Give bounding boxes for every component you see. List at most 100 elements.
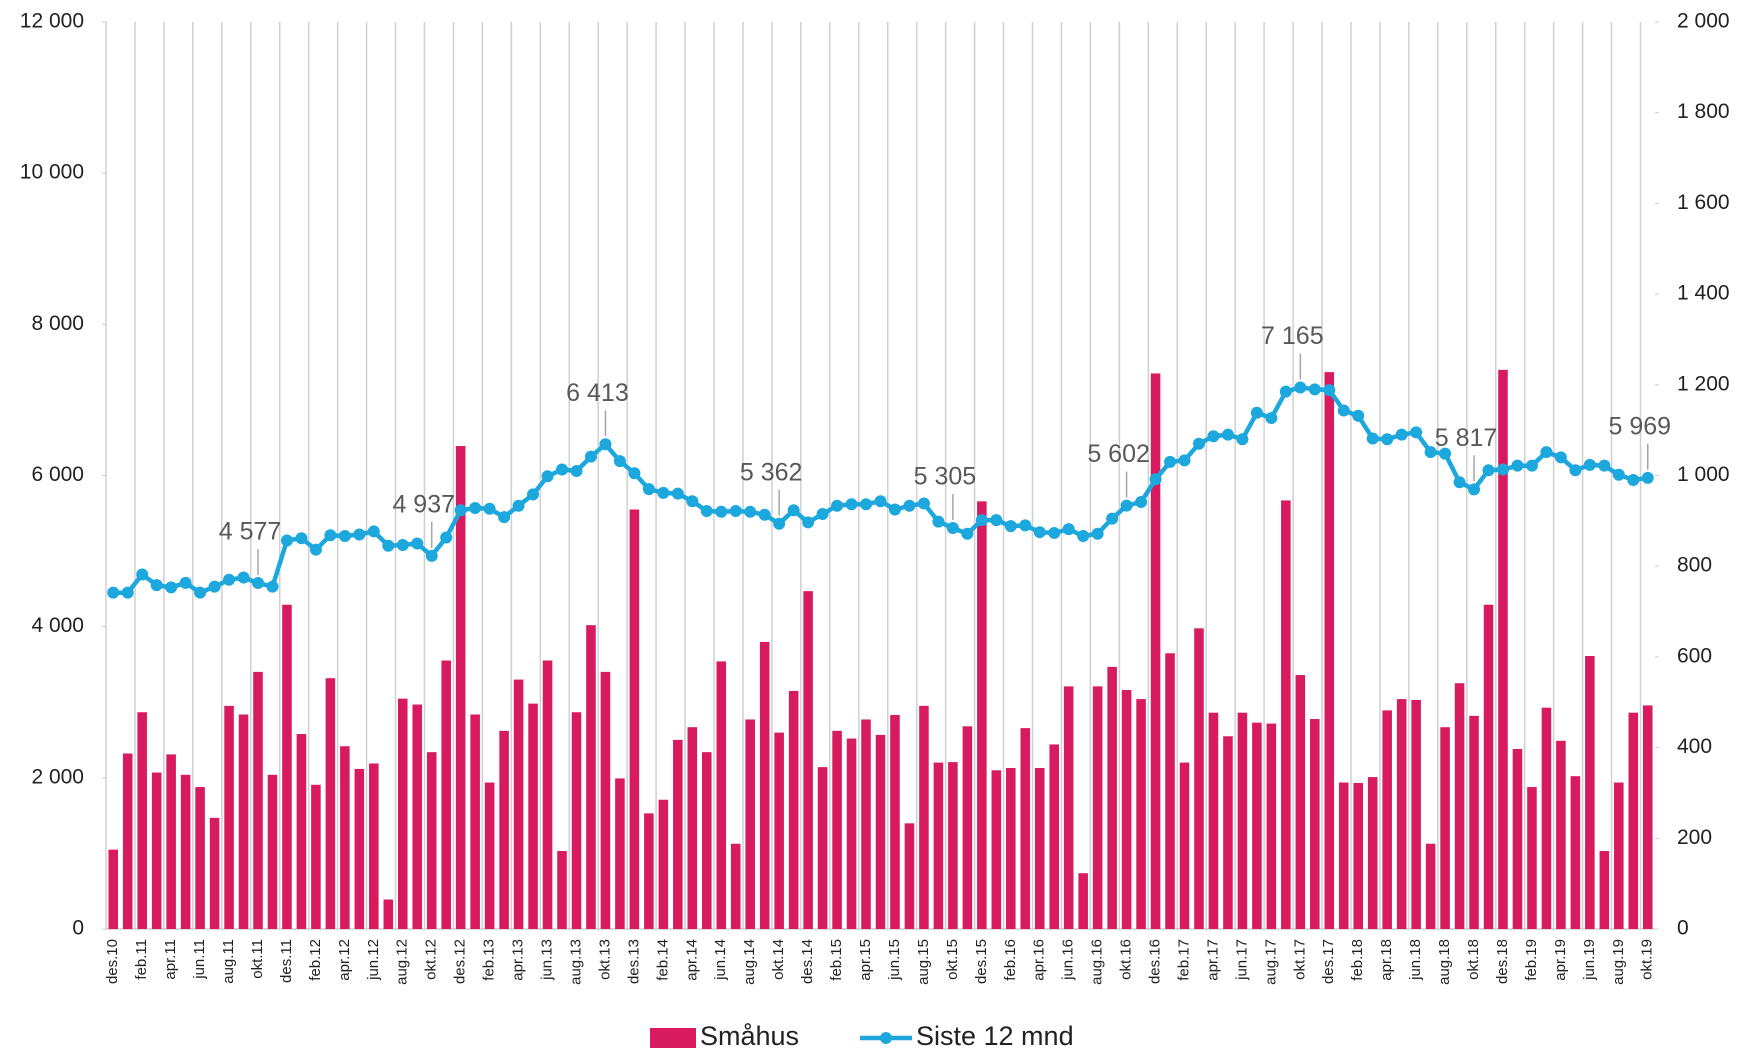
bar [325,678,336,929]
bar [1324,372,1335,929]
line-marker [1062,523,1075,536]
line-marker [642,483,655,496]
line-marker [1294,381,1307,394]
y2-tick-label: 400 [1677,735,1712,758]
line-marker [252,577,265,590]
bar [658,799,669,929]
line-marker [150,579,163,592]
line-marker [1583,458,1596,471]
line-marker [1004,520,1017,533]
bar [1440,727,1450,929]
bar [571,712,582,929]
bar [1281,500,1291,929]
line [113,385,1649,596]
legend-swatch [650,1028,696,1048]
x-tick-label: des.16 [1147,939,1164,984]
bar [933,762,944,929]
line-marker [1149,473,1162,486]
line-marker [1439,447,1452,460]
y2-tick-label: 1 000 [1677,463,1730,486]
x-tick-label: okt.19 [1639,939,1656,980]
line-marker [1395,428,1408,441]
line-marker [961,527,974,540]
x-tick-label: aug.11 [220,939,237,984]
bar [1642,705,1653,929]
bar [948,762,958,929]
line-marker [975,514,988,527]
x-tick-label: feb.18 [1349,939,1366,981]
bar [1020,728,1031,929]
bar [702,752,712,929]
y2-tick-label: 0 [1677,917,1689,940]
line-marker [903,499,916,512]
bar [1078,873,1088,929]
bar [977,501,987,929]
x-tick-label: feb.14 [654,939,671,981]
line-marker [469,502,482,515]
x-tick-label: apr.13 [510,939,527,981]
x-tick-label: feb.19 [1523,939,1540,981]
bar [1541,707,1552,929]
bar [354,768,365,929]
bar [296,733,307,929]
y-tick-label: 8 000 [31,312,84,335]
line-marker [353,528,366,541]
line-marker [1453,476,1466,489]
x-tick-label: aug.15 [915,939,932,985]
x-tick-label: des.17 [1320,939,1337,984]
x-tick-label: jun.13 [539,939,556,981]
y-tick-label: 4 000 [31,614,84,637]
bar [137,712,147,929]
line-marker [1468,483,1481,496]
bar [629,509,640,929]
y2-tick-label: 1 800 [1677,100,1730,123]
bar [1411,699,1421,929]
line-marker [1410,426,1423,439]
line-marker [1525,459,1538,472]
line-marker [1352,409,1365,422]
line-marker [367,525,380,538]
line-marker [512,499,525,512]
bar [1483,604,1494,929]
line-marker [454,504,467,517]
y2-tick-label: 1 200 [1677,372,1730,395]
bar [1136,699,1146,929]
legend-label: Siste 12 mnd [916,1021,1074,1051]
bar [484,782,495,929]
bar [166,754,176,929]
bar [1628,712,1639,929]
line-marker [613,455,626,468]
x-tick-label: des.13 [625,939,642,984]
line-marker [136,568,149,581]
x-tick-label: feb.17 [1175,939,1192,981]
line-marker [208,580,221,593]
bar [513,679,524,929]
bar [1179,762,1190,929]
bar [209,817,220,929]
bar [1585,655,1595,929]
line-marker [1511,459,1524,472]
bar [441,660,451,929]
y2-tick-label: 800 [1677,554,1712,577]
line-marker [1091,527,1104,540]
bar [687,727,698,929]
bar [1570,776,1581,929]
line-marker [1337,404,1350,417]
bar [644,813,654,929]
x-tick-label: aug.16 [1089,939,1106,985]
bar [1425,843,1436,929]
bar [1353,782,1364,929]
bar [759,641,770,929]
x-tick-label: aug.19 [1610,939,1627,985]
line-marker [1482,464,1495,477]
bar [586,625,596,929]
bar [253,671,263,929]
line-marker [295,532,308,545]
line-marker [165,581,178,594]
x-tick-label: apr.14 [683,939,700,981]
y2-tick-label: 1 600 [1677,191,1730,214]
bar [397,698,408,929]
bar [1194,628,1204,929]
bar [716,661,727,929]
line-marker [324,529,337,542]
